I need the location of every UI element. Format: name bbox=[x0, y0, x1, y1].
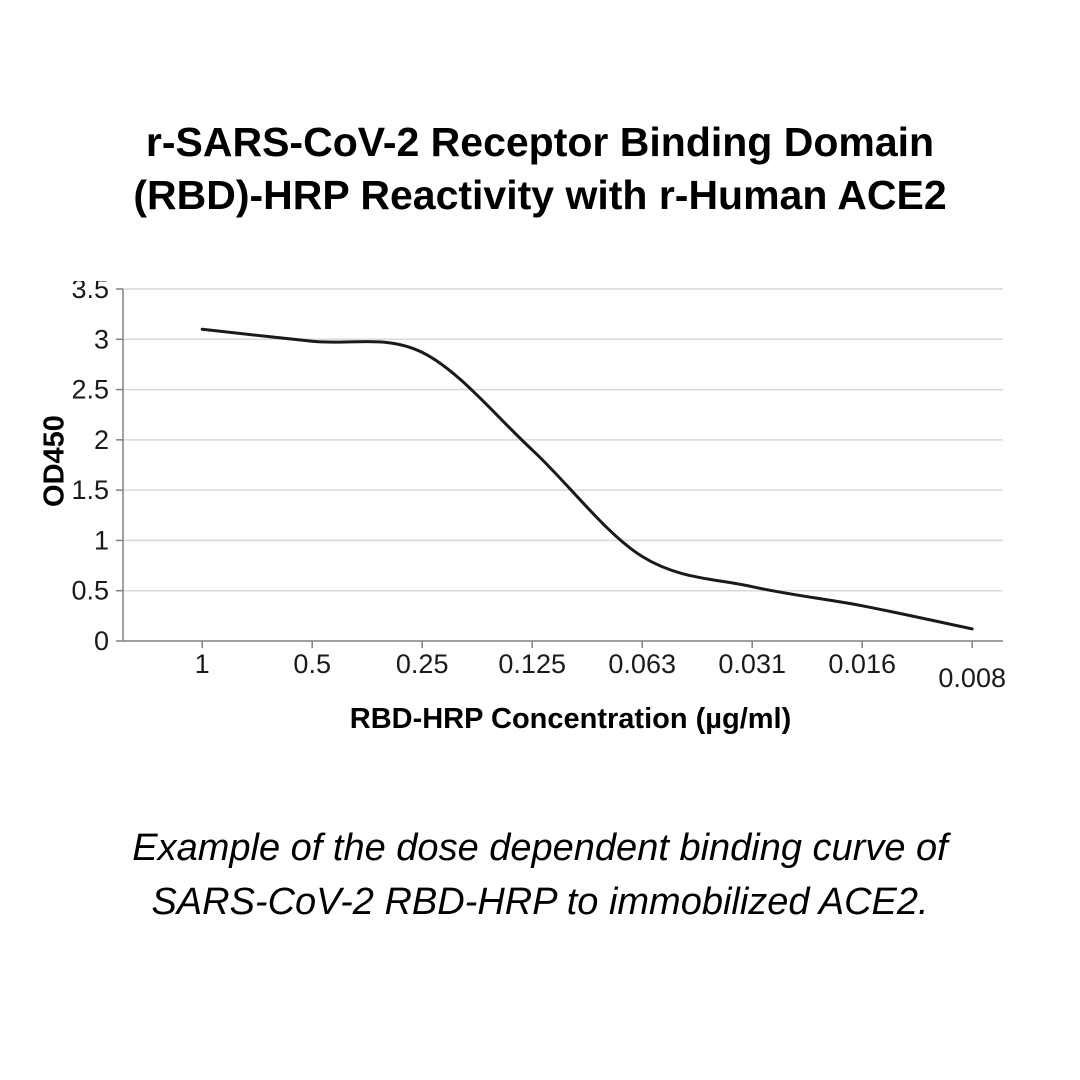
y-tick-label: 3 bbox=[94, 324, 109, 354]
x-tick-label: 0.016 bbox=[828, 649, 896, 679]
y-tick-label: 1 bbox=[94, 525, 109, 555]
x-tick-label: 0.25 bbox=[396, 649, 449, 679]
x-tick-label: 0.5 bbox=[293, 649, 331, 679]
y-tick-label: 1.5 bbox=[71, 475, 109, 505]
y-tick-label: 2 bbox=[94, 424, 109, 454]
chart-svg: 3.5 3 2.5 2 1.5 1 0.5 0 1 0.5 0.25 0.125 0.063 0.031 0… bbox=[71, 281, 1006, 693]
x-tick-label: 0.008 bbox=[938, 663, 1006, 693]
y-tick-label: 3.5 bbox=[71, 281, 109, 304]
chart-title: r-SARS-CoV-2 Receptor Binding Domain (RB… bbox=[0, 0, 1080, 223]
chart-title-line1: r-SARS-CoV-2 Receptor Binding Domain bbox=[145, 119, 935, 165]
caption-line1: Example of the dose dependent binding cu… bbox=[132, 826, 948, 869]
chart-area: OD450 3.5 3 2.5 2 1.5 1 0.5 0 1 0.5 0.25 0.125 0.063… bbox=[0, 281, 1080, 695]
y-tick-label: 0 bbox=[94, 626, 109, 656]
chart-title-line2: (RBD)-HRP Reactivity with r-Human ACE2 bbox=[133, 172, 947, 219]
figure-caption: Example of the dose dependent binding cu… bbox=[0, 822, 1080, 930]
y-axis-title: OD450 bbox=[38, 414, 71, 507]
y-tick-label: 2.5 bbox=[71, 374, 109, 404]
x-tick-label: 0.125 bbox=[498, 649, 566, 679]
caption-line2: SARS-CoV-2 RBD-HRP to immobilized ACE2. bbox=[151, 880, 929, 923]
x-axis-title: RBD-HRP Concentration (µg/ml) bbox=[349, 702, 792, 735]
data-curve bbox=[200, 327, 974, 631]
x-tick-label: 0.063 bbox=[608, 649, 676, 679]
x-tick-label: 1 bbox=[195, 649, 210, 679]
x-tick-label: 0.031 bbox=[718, 649, 786, 679]
y-tick-label: 0.5 bbox=[71, 575, 109, 605]
